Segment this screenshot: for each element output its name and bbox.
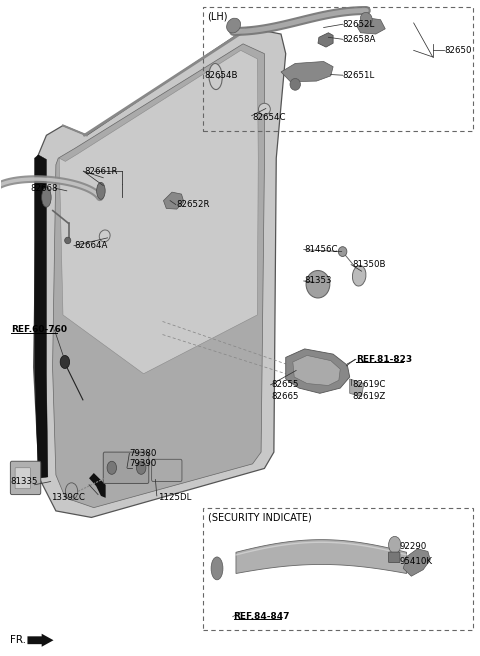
Text: 82668: 82668 <box>31 184 58 193</box>
Text: 82619Z: 82619Z <box>352 392 385 401</box>
Text: REF.60-760: REF.60-760 <box>11 325 67 335</box>
Circle shape <box>107 461 117 474</box>
Text: 82665: 82665 <box>272 392 299 401</box>
Polygon shape <box>35 155 48 478</box>
FancyBboxPatch shape <box>15 468 30 489</box>
Text: 82654B: 82654B <box>204 71 238 79</box>
FancyBboxPatch shape <box>11 461 41 495</box>
Text: 82651L: 82651L <box>343 71 375 79</box>
Ellipse shape <box>360 12 372 26</box>
Text: 82652R: 82652R <box>177 200 210 209</box>
Polygon shape <box>293 356 340 386</box>
Text: (SECURITY INDICATE): (SECURITY INDICATE) <box>207 512 312 522</box>
Text: 82654C: 82654C <box>252 113 286 122</box>
Polygon shape <box>164 192 184 209</box>
Ellipse shape <box>306 270 330 298</box>
Text: REF.84-847: REF.84-847 <box>234 612 290 621</box>
Text: 81456C: 81456C <box>305 245 338 254</box>
Polygon shape <box>403 549 430 576</box>
Ellipse shape <box>42 188 51 207</box>
Text: 82664A: 82664A <box>75 241 108 250</box>
Polygon shape <box>59 51 258 374</box>
Polygon shape <box>281 62 333 82</box>
Text: 82652L: 82652L <box>343 20 375 29</box>
Ellipse shape <box>338 247 347 256</box>
Text: REF.81-823: REF.81-823 <box>356 355 412 364</box>
Ellipse shape <box>290 79 300 91</box>
Ellipse shape <box>96 182 105 199</box>
FancyBboxPatch shape <box>389 552 400 562</box>
FancyBboxPatch shape <box>152 459 182 482</box>
Ellipse shape <box>227 18 240 33</box>
Ellipse shape <box>352 266 366 286</box>
Polygon shape <box>357 18 385 34</box>
Ellipse shape <box>99 230 110 242</box>
Circle shape <box>65 483 78 500</box>
Polygon shape <box>53 44 264 508</box>
Polygon shape <box>27 634 53 647</box>
Text: 95410K: 95410K <box>399 557 432 565</box>
Text: 81353: 81353 <box>305 276 332 285</box>
Circle shape <box>136 461 146 474</box>
Text: 1339CC: 1339CC <box>51 493 85 502</box>
Text: 92290: 92290 <box>399 543 427 551</box>
Polygon shape <box>236 540 407 573</box>
Polygon shape <box>350 379 364 397</box>
Text: (LH): (LH) <box>207 12 228 22</box>
Text: 81350B: 81350B <box>352 260 385 269</box>
Text: 82661R: 82661R <box>84 167 118 176</box>
Ellipse shape <box>209 64 222 90</box>
Text: 79390: 79390 <box>129 459 156 468</box>
Text: 82650: 82650 <box>444 46 472 55</box>
Text: 79380: 79380 <box>129 449 156 458</box>
FancyBboxPatch shape <box>103 452 149 483</box>
Text: 1125DL: 1125DL <box>158 493 191 502</box>
Text: 82658A: 82658A <box>343 35 376 44</box>
Text: 81335: 81335 <box>11 477 38 486</box>
Circle shape <box>60 356 70 369</box>
Ellipse shape <box>211 557 223 580</box>
Text: FR.: FR. <box>10 635 26 646</box>
Ellipse shape <box>65 237 71 244</box>
Text: 82655: 82655 <box>272 380 299 389</box>
Circle shape <box>389 537 401 554</box>
Polygon shape <box>34 28 286 518</box>
Polygon shape <box>318 33 333 47</box>
Polygon shape <box>286 349 350 394</box>
Ellipse shape <box>259 103 270 115</box>
Text: 82619C: 82619C <box>352 380 385 389</box>
Polygon shape <box>89 473 106 498</box>
